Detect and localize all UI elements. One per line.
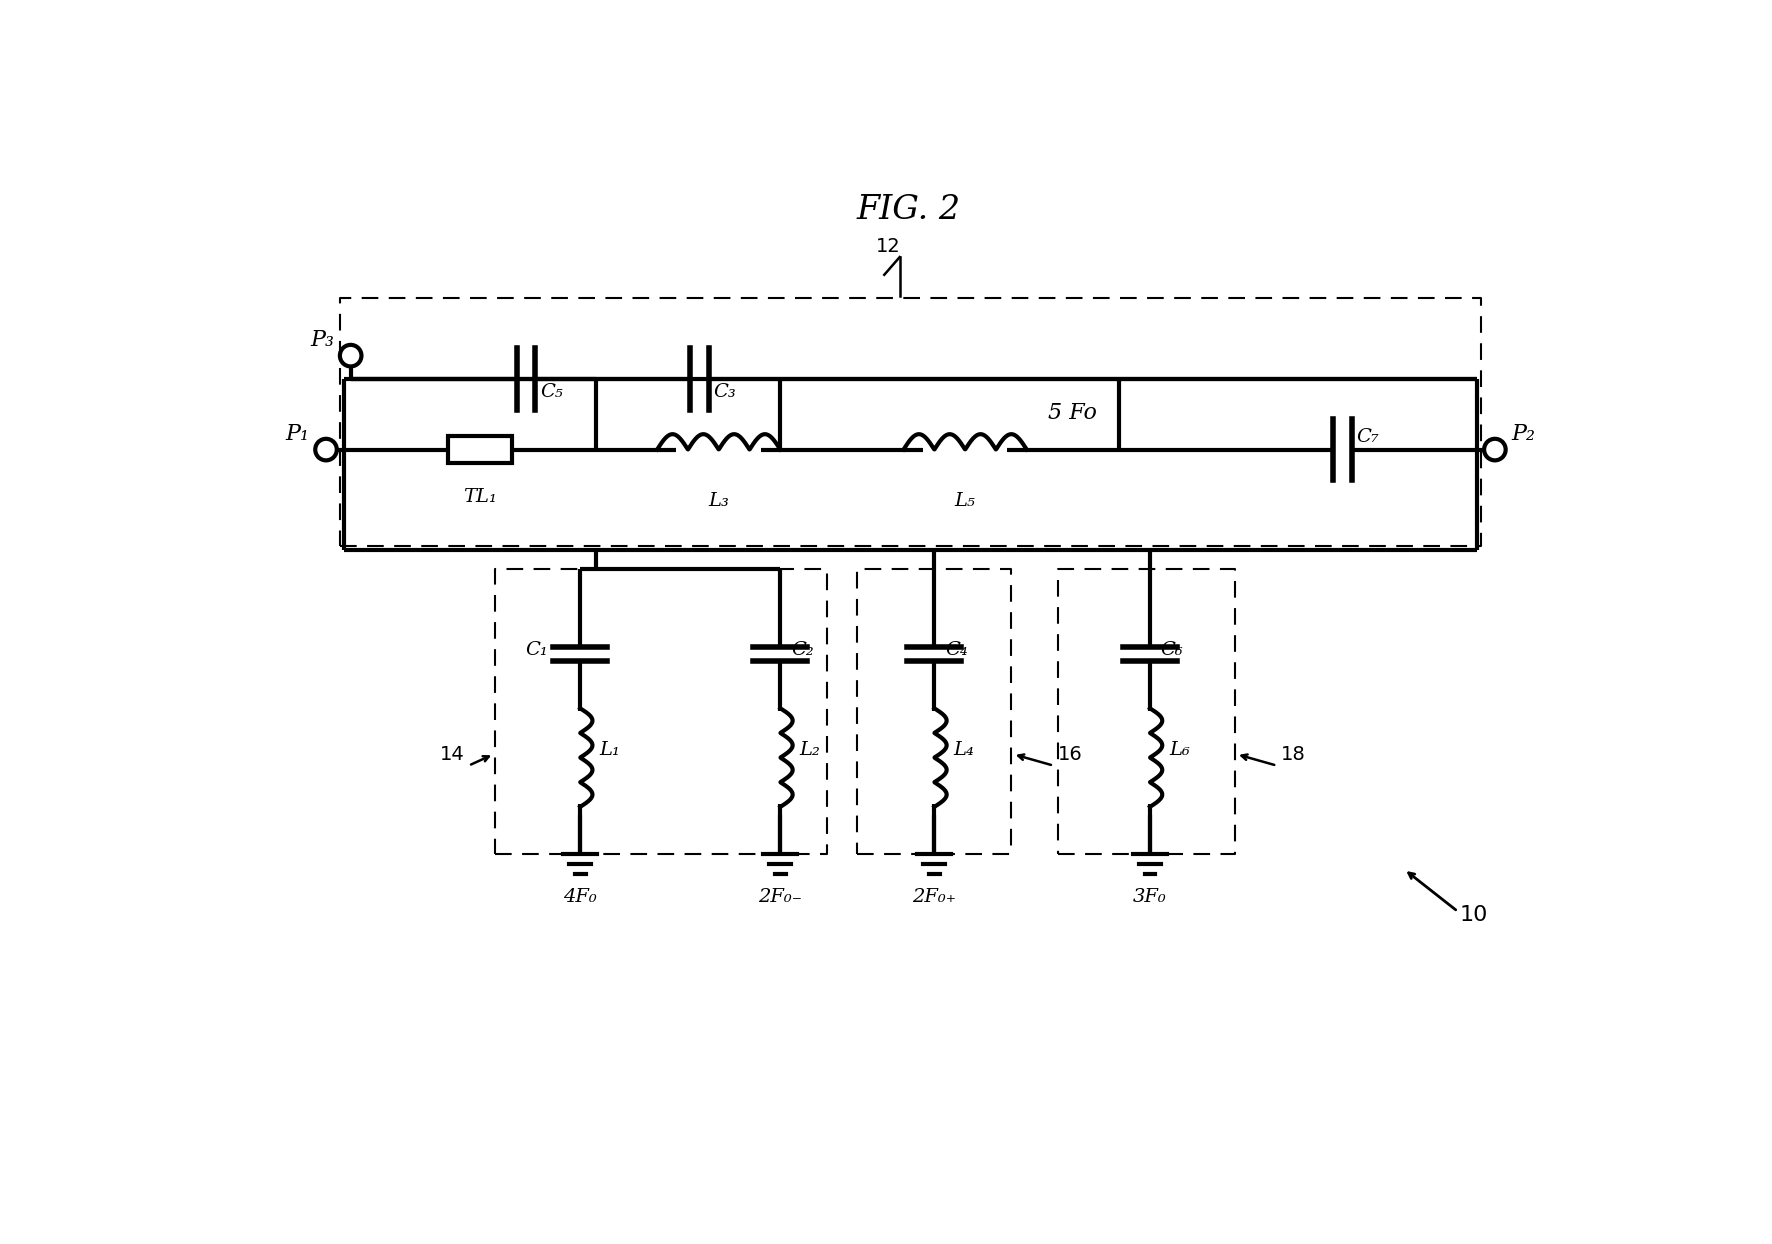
- Text: L₃: L₃: [709, 491, 728, 510]
- Text: C₄: C₄: [944, 641, 968, 659]
- Text: TL₁: TL₁: [462, 488, 496, 506]
- Text: P₁: P₁: [285, 423, 308, 445]
- Text: 10: 10: [1458, 906, 1487, 926]
- Text: L₁: L₁: [599, 741, 620, 759]
- Text: C₂: C₂: [790, 641, 813, 659]
- Bar: [448, 437, 512, 463]
- Text: 12: 12: [875, 236, 900, 255]
- Text: L₄: L₄: [953, 741, 975, 759]
- Text: 4F₀: 4F₀: [563, 888, 597, 907]
- Text: 18: 18: [1281, 745, 1306, 764]
- Text: C₁: C₁: [525, 641, 548, 659]
- Text: L₆: L₆: [1170, 741, 1191, 759]
- Text: P₂: P₂: [1512, 423, 1536, 445]
- Text: 2F₀₋: 2F₀₋: [758, 888, 803, 907]
- Text: C₆: C₆: [1161, 641, 1184, 659]
- Text: 2F₀₊: 2F₀₊: [913, 888, 957, 907]
- Text: FIG. 2: FIG. 2: [856, 194, 960, 226]
- Text: C₅: C₅: [540, 383, 563, 401]
- Text: C₃: C₃: [714, 383, 735, 401]
- Text: L₅: L₅: [955, 491, 976, 510]
- Text: P₃: P₃: [310, 328, 333, 351]
- Text: 16: 16: [1058, 745, 1083, 764]
- Text: L₂: L₂: [799, 741, 820, 759]
- Text: C₇: C₇: [1356, 428, 1379, 445]
- Text: 3F₀: 3F₀: [1132, 888, 1166, 907]
- Text: 5 Fo: 5 Fo: [1049, 402, 1097, 424]
- Text: 14: 14: [439, 745, 464, 764]
